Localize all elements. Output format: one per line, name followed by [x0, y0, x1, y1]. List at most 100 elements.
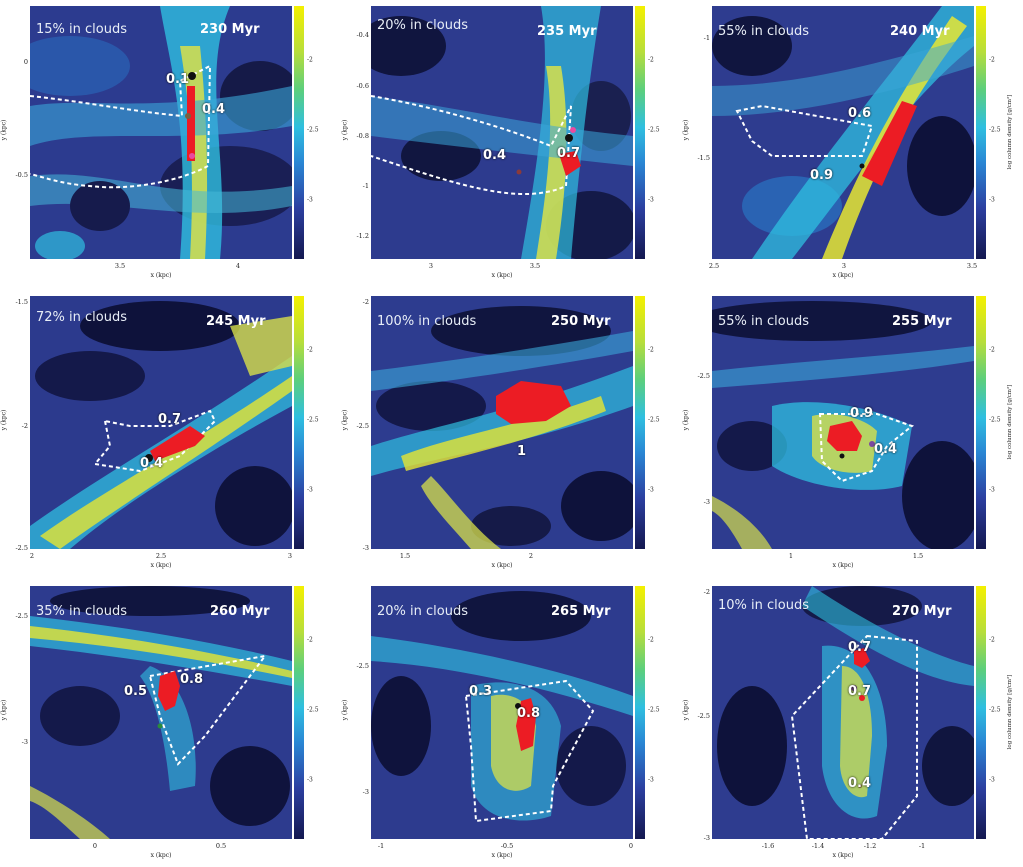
- x-tick: 2: [29, 552, 35, 560]
- cloud-fraction-text: 20% in clouds: [377, 18, 468, 33]
- y-tick: 0: [23, 58, 28, 66]
- y-tick: -1: [703, 34, 710, 42]
- panel-230-myr: 15% in clouds 230 Myr 0.1 0.4 -2 -2.5 -3…: [0, 0, 341, 287]
- colorbar-tick: -2: [307, 636, 313, 644]
- x-axis-label: x (kpc): [150, 272, 172, 279]
- cloud-fraction-label: 0.9: [810, 168, 834, 183]
- colorbar: [294, 296, 304, 549]
- x-axis-label: x (kpc): [832, 852, 854, 859]
- x-tick: -1: [377, 842, 385, 850]
- colorbar-tick: -3: [648, 486, 654, 494]
- colorbar: [294, 586, 304, 839]
- x-axis-label: x (kpc): [832, 562, 854, 569]
- colorbar-tick: -2.5: [307, 416, 319, 424]
- y-tick: -3: [362, 788, 369, 796]
- y-axis-label: y (kpc): [341, 119, 349, 141]
- x-tick: 3.5: [114, 262, 126, 270]
- x-tick: 0: [92, 842, 98, 850]
- colorbar-tick: -2: [989, 346, 995, 354]
- column-density-map: [30, 586, 292, 839]
- x-tick: -1.6: [761, 842, 775, 850]
- time-label: 270 Myr: [892, 604, 952, 619]
- cloud-fraction-label: 0.6: [848, 106, 872, 121]
- cloud-fraction-label: 0.3: [469, 684, 493, 699]
- cloud-fraction-label: 0.8: [517, 706, 541, 721]
- cloud-fraction-label: 0.4: [202, 102, 226, 117]
- colorbar-tick: -2.5: [648, 126, 660, 134]
- panel-255-myr: 55% in clouds 255 Myr 0.9 0.4 -2 -2.5 -3…: [682, 290, 1023, 577]
- y-tick: -2.5: [356, 422, 369, 430]
- time-label: 245 Myr: [206, 314, 266, 329]
- x-tick: 0: [628, 842, 634, 850]
- y-tick: -0.8: [356, 132, 369, 140]
- x-tick: 3: [841, 262, 847, 270]
- colorbar: [976, 296, 986, 549]
- cloud-fraction-label: 0.1: [166, 72, 190, 87]
- colorbar-tick: -2: [989, 56, 995, 64]
- cloud-fraction-label: 1: [517, 444, 527, 459]
- colorbar-tick: -3: [307, 486, 313, 494]
- colorbar-tick: -3: [989, 196, 995, 204]
- y-axis-label: y (kpc): [0, 409, 8, 431]
- panel-250-myr: 100% in clouds 250 Myr 1 -2 -2.5 -3 -2 -…: [341, 290, 682, 577]
- x-tick: 3: [428, 262, 434, 270]
- colorbar: [976, 586, 986, 839]
- column-density-map: [30, 296, 292, 549]
- y-tick: -2.5: [356, 662, 369, 670]
- x-axis-label: x (kpc): [491, 852, 513, 859]
- column-density-map: [712, 586, 974, 839]
- cloud-fraction-text: 20% in clouds: [377, 604, 468, 619]
- y-axis-label: y (kpc): [682, 119, 690, 141]
- x-tick: 1.5: [399, 552, 411, 560]
- panel-235-myr: 20% in clouds 235 Myr 0.4 0.7 -2 -2.5 -3…: [341, 0, 682, 287]
- time-label: 235 Myr: [537, 24, 597, 39]
- time-label: 240 Myr: [890, 24, 950, 39]
- x-axis-label: x (kpc): [491, 562, 513, 569]
- panel-260-myr: 35% in clouds 260 Myr 0.5 0.8 -2 -2.5 -3…: [0, 580, 341, 867]
- colorbar: [635, 296, 645, 549]
- x-tick: -1.2: [863, 842, 877, 850]
- column-density-map: [712, 296, 974, 549]
- time-label: 255 Myr: [892, 314, 952, 329]
- colorbar-tick: -2.5: [989, 416, 1001, 424]
- panel-245-myr: 72% in clouds 245 Myr 0.7 0.4 -2 -2.5 -3…: [0, 290, 341, 577]
- y-axis-label: y (kpc): [341, 699, 349, 721]
- column-density-map: [371, 296, 633, 549]
- x-axis-label: x (kpc): [150, 562, 172, 569]
- colorbar-tick: -3: [989, 776, 995, 784]
- colorbar-tick: -2: [648, 56, 654, 64]
- x-tick: 2: [528, 552, 534, 560]
- colorbar-tick: -2: [648, 636, 654, 644]
- cloud-fraction-label: 0.8: [180, 672, 204, 687]
- cloud-fraction-label: 0.7: [848, 684, 872, 699]
- x-axis-label: x (kpc): [491, 272, 513, 279]
- y-tick: -3: [362, 544, 369, 552]
- x-tick: -0.5: [500, 842, 514, 850]
- colorbar-tick: -2: [307, 56, 313, 64]
- cloud-fraction-text: 35% in clouds: [36, 604, 127, 619]
- x-tick: 2.5: [708, 262, 720, 270]
- y-tick: -2: [21, 422, 28, 430]
- cloud-fraction-label: 0.4: [140, 456, 164, 471]
- x-axis-label: x (kpc): [832, 272, 854, 279]
- column-density-map: [712, 6, 974, 259]
- colorbar-tick: -2: [989, 636, 995, 644]
- y-tick: -3: [21, 738, 28, 746]
- y-tick: -2.5: [15, 612, 28, 620]
- cloud-fraction-label: 0.5: [124, 684, 148, 699]
- y-tick: -2: [362, 298, 369, 306]
- time-label: 250 Myr: [551, 314, 611, 329]
- y-tick: -1: [362, 182, 369, 190]
- colorbar: [635, 6, 645, 259]
- panel-270-myr: 10% in clouds 270 Myr 0.7 0.7 0.4 -2 -2.…: [682, 580, 1023, 867]
- time-label: 230 Myr: [200, 22, 260, 37]
- y-axis-label: y (kpc): [682, 409, 690, 431]
- column-density-map: [371, 586, 633, 839]
- y-tick: -2.5: [697, 372, 710, 380]
- y-tick: -2.5: [15, 544, 28, 552]
- colorbar: [976, 6, 986, 259]
- colorbar-tick: -2.5: [307, 126, 319, 134]
- x-tick: 1: [788, 552, 794, 560]
- y-axis-label: y (kpc): [341, 409, 349, 431]
- colorbar: [635, 586, 645, 839]
